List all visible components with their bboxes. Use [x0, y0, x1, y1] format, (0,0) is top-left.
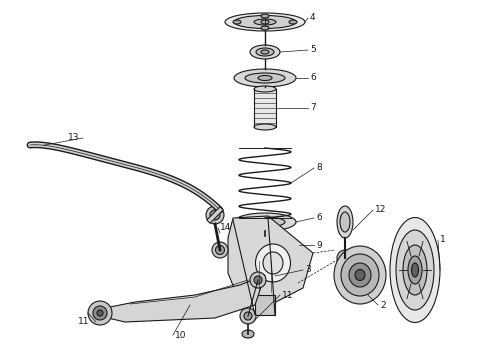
Ellipse shape	[289, 20, 297, 24]
Ellipse shape	[233, 20, 241, 24]
Ellipse shape	[254, 86, 276, 92]
Text: 10: 10	[175, 330, 187, 339]
Ellipse shape	[256, 48, 274, 56]
Ellipse shape	[349, 263, 371, 287]
Ellipse shape	[258, 76, 272, 81]
Ellipse shape	[244, 312, 252, 320]
Ellipse shape	[258, 220, 272, 225]
Ellipse shape	[390, 217, 440, 323]
Ellipse shape	[245, 73, 285, 83]
Ellipse shape	[254, 19, 276, 25]
Ellipse shape	[240, 308, 256, 324]
Ellipse shape	[93, 306, 107, 320]
Ellipse shape	[210, 210, 220, 220]
Ellipse shape	[263, 252, 283, 274]
Text: 11: 11	[282, 291, 294, 300]
Ellipse shape	[337, 206, 353, 238]
Ellipse shape	[250, 45, 280, 59]
Ellipse shape	[403, 245, 427, 295]
Text: 9: 9	[316, 240, 322, 249]
Ellipse shape	[261, 26, 269, 30]
Ellipse shape	[337, 250, 353, 266]
Ellipse shape	[261, 50, 269, 54]
Ellipse shape	[234, 69, 296, 87]
Bar	[255, 295, 275, 315]
Ellipse shape	[245, 217, 285, 227]
Text: 1: 1	[440, 235, 446, 244]
Ellipse shape	[254, 124, 276, 130]
Ellipse shape	[412, 263, 418, 277]
Text: 11: 11	[78, 318, 90, 327]
Ellipse shape	[341, 254, 379, 296]
Text: 4: 4	[310, 13, 316, 22]
Text: 8: 8	[316, 163, 322, 172]
Text: 12: 12	[375, 206, 387, 215]
Ellipse shape	[212, 242, 228, 258]
Ellipse shape	[241, 239, 289, 251]
Ellipse shape	[355, 270, 365, 280]
Ellipse shape	[255, 244, 291, 282]
Ellipse shape	[257, 243, 273, 248]
Text: 7: 7	[310, 104, 316, 112]
Ellipse shape	[408, 256, 422, 284]
Polygon shape	[95, 275, 265, 322]
Ellipse shape	[231, 236, 299, 254]
Ellipse shape	[206, 206, 224, 224]
Ellipse shape	[254, 276, 262, 284]
Ellipse shape	[216, 246, 224, 255]
Ellipse shape	[225, 13, 305, 31]
Ellipse shape	[88, 301, 112, 325]
Text: 6: 6	[310, 73, 316, 82]
Ellipse shape	[340, 212, 350, 232]
Ellipse shape	[341, 254, 349, 262]
Ellipse shape	[396, 230, 434, 310]
Ellipse shape	[234, 213, 296, 231]
Bar	[255, 258, 275, 295]
Ellipse shape	[97, 310, 103, 316]
Text: 6: 6	[316, 213, 322, 222]
Polygon shape	[228, 216, 313, 306]
Text: 2: 2	[380, 301, 386, 310]
Ellipse shape	[334, 246, 386, 304]
Bar	[262, 254, 269, 272]
Text: 13: 13	[68, 134, 79, 143]
Ellipse shape	[250, 272, 266, 288]
Bar	[254, 89, 276, 127]
Ellipse shape	[261, 20, 269, 24]
Ellipse shape	[242, 330, 254, 338]
Text: 5: 5	[310, 45, 316, 54]
Ellipse shape	[234, 15, 296, 28]
Text: 14: 14	[220, 224, 231, 233]
Text: 3: 3	[305, 266, 311, 274]
Ellipse shape	[261, 14, 269, 18]
